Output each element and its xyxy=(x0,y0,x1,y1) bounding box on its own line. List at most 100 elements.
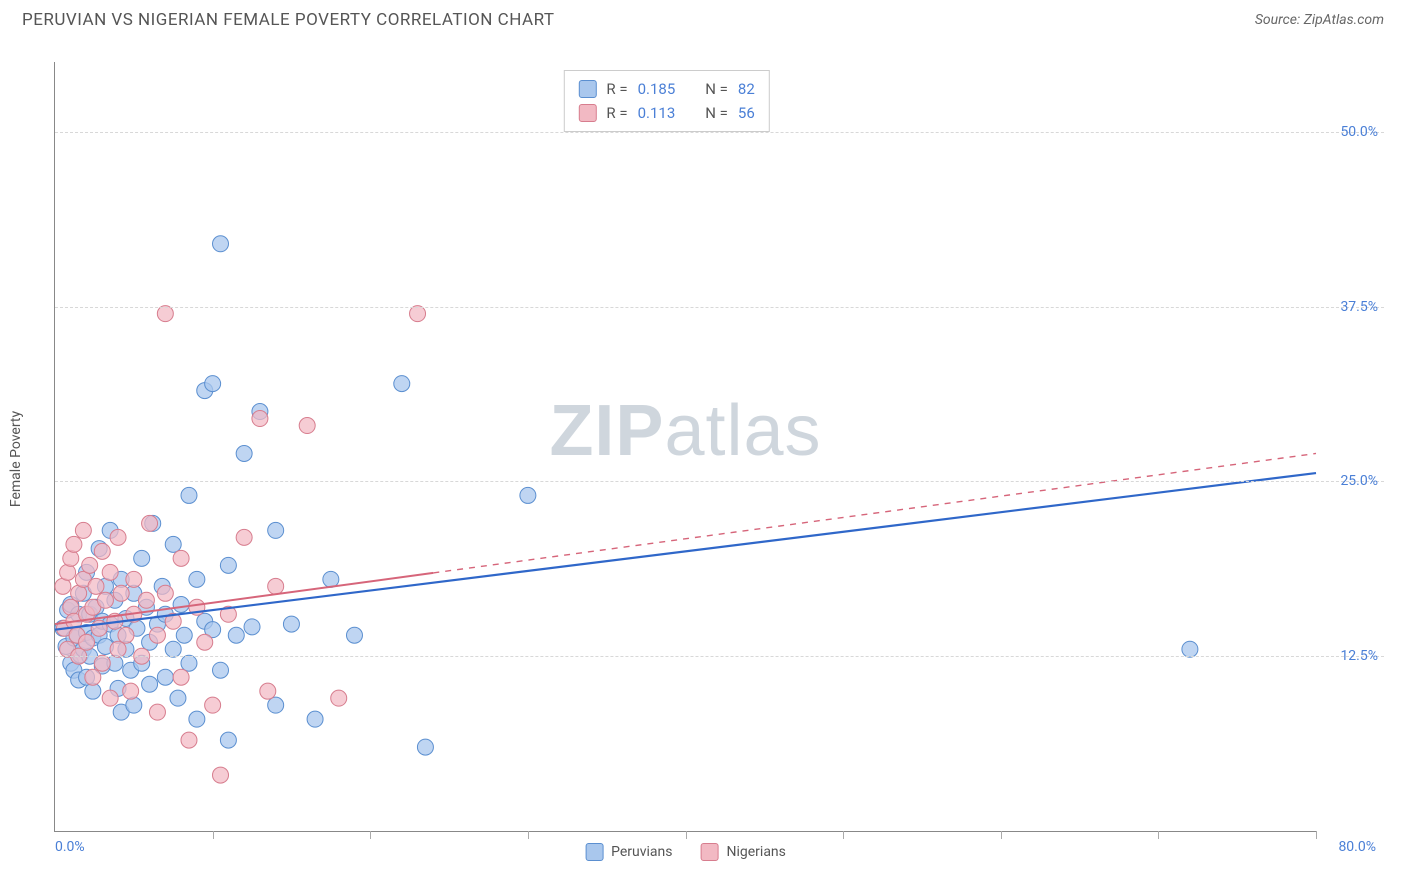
data-point xyxy=(97,592,113,608)
series-legend-item: Peruvians xyxy=(585,843,672,861)
data-point xyxy=(410,306,426,322)
data-point xyxy=(394,376,410,392)
data-point xyxy=(60,564,76,580)
header: PERUVIAN VS NIGERIAN FEMALE POVERTY CORR… xyxy=(0,0,1406,36)
data-point xyxy=(173,669,189,685)
x-tick xyxy=(213,831,214,839)
data-point xyxy=(138,592,154,608)
x-origin-label: 0.0% xyxy=(55,839,85,855)
gridline-h xyxy=(55,656,1384,657)
data-point xyxy=(88,578,104,594)
data-point xyxy=(220,732,236,748)
data-point xyxy=(213,236,229,252)
gridline-h xyxy=(55,132,1384,133)
data-point xyxy=(205,697,221,713)
data-point xyxy=(228,627,244,643)
data-point xyxy=(63,599,79,615)
plot-area: ZIPatlas R =0.185N =82R =0.113N =56 0.0%… xyxy=(54,62,1316,832)
data-point xyxy=(520,487,536,503)
x-tick xyxy=(1001,831,1002,839)
gridline-h xyxy=(55,307,1384,308)
data-point xyxy=(126,697,142,713)
data-point xyxy=(173,596,189,612)
data-point xyxy=(149,627,165,643)
y-tick-label: 37.5% xyxy=(1340,299,1378,315)
data-point xyxy=(307,711,323,727)
data-point xyxy=(417,739,433,755)
y-tick-label: 12.5% xyxy=(1340,648,1378,664)
data-point xyxy=(102,690,118,706)
data-point xyxy=(268,522,284,538)
data-point xyxy=(213,767,229,783)
data-point xyxy=(123,683,139,699)
data-point xyxy=(173,550,189,566)
chart-container: Female Poverty ZIPatlas R =0.185N =82R =… xyxy=(22,44,1384,874)
data-point xyxy=(213,662,229,678)
x-max-label: 80.0% xyxy=(1338,839,1376,855)
trend-line-extrapolated xyxy=(433,453,1316,572)
legend-R-value: 0.185 xyxy=(638,77,676,101)
data-point xyxy=(82,557,98,573)
data-point xyxy=(331,690,347,706)
x-tick xyxy=(370,831,371,839)
x-tick xyxy=(528,831,529,839)
x-tick xyxy=(1316,831,1317,839)
data-point xyxy=(142,515,158,531)
data-point xyxy=(176,627,192,643)
legend-swatch xyxy=(578,104,596,122)
stats-legend-row: R =0.113N =56 xyxy=(578,101,754,125)
series-legend: Peruvians Nigerians xyxy=(585,843,786,861)
data-point xyxy=(346,627,362,643)
data-point xyxy=(157,306,173,322)
data-point xyxy=(126,571,142,587)
data-point xyxy=(75,522,91,538)
data-point xyxy=(79,634,95,650)
data-point xyxy=(110,641,126,657)
data-point xyxy=(205,376,221,392)
x-tick xyxy=(843,831,844,839)
data-point xyxy=(268,578,284,594)
data-point xyxy=(197,634,213,650)
data-point xyxy=(268,697,284,713)
data-point xyxy=(299,418,315,434)
trend-line xyxy=(55,473,1316,630)
data-point xyxy=(63,550,79,566)
legend-N-label: N = xyxy=(705,101,728,125)
data-point xyxy=(94,543,110,559)
data-point xyxy=(134,550,150,566)
data-point xyxy=(157,585,173,601)
data-point xyxy=(118,627,134,643)
data-point xyxy=(149,704,165,720)
data-point xyxy=(102,564,118,580)
chart-title: PERUVIAN VS NIGERIAN FEMALE POVERTY CORR… xyxy=(22,10,555,30)
data-point xyxy=(110,529,126,545)
data-point xyxy=(181,732,197,748)
series-legend-item: Nigerians xyxy=(700,843,785,861)
series-legend-label: Nigerians xyxy=(726,844,785,860)
source-attribution: Source: ZipAtlas.com xyxy=(1255,12,1384,28)
legend-R-value: 0.113 xyxy=(638,101,676,125)
data-point xyxy=(189,711,205,727)
x-tick xyxy=(686,831,687,839)
data-point xyxy=(113,585,129,601)
data-point xyxy=(157,669,173,685)
data-point xyxy=(236,529,252,545)
data-point xyxy=(66,536,82,552)
series-legend-label: Peruvians xyxy=(611,844,672,860)
data-point xyxy=(283,616,299,632)
legend-R-label: R = xyxy=(606,101,627,125)
data-point xyxy=(323,571,339,587)
legend-swatch xyxy=(700,843,718,861)
legend-N-value: 82 xyxy=(738,77,755,101)
legend-R-label: R = xyxy=(606,77,627,101)
data-point xyxy=(165,641,181,657)
data-point xyxy=(94,655,110,671)
data-point xyxy=(85,669,101,685)
stats-legend-row: R =0.185N =82 xyxy=(578,77,754,101)
stats-legend: R =0.185N =82R =0.113N =56 xyxy=(563,70,769,132)
data-point xyxy=(165,536,181,552)
y-tick-label: 25.0% xyxy=(1340,473,1378,489)
legend-swatch xyxy=(578,80,596,98)
y-tick-label: 50.0% xyxy=(1340,124,1378,140)
gridline-h xyxy=(55,481,1384,482)
